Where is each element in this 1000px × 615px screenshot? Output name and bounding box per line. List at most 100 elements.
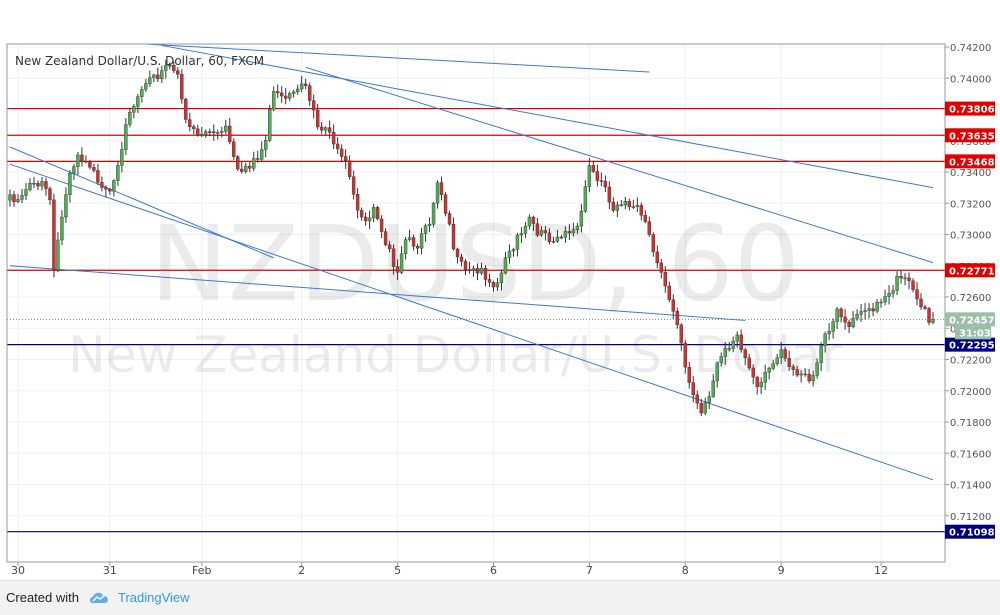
candle-down: [188, 119, 192, 127]
candle-up: [715, 362, 719, 382]
candle-down: [256, 158, 260, 160]
candle-up: [827, 331, 831, 335]
candle-down: [747, 357, 751, 369]
candle-down: [663, 272, 667, 287]
candle-down: [331, 132, 336, 145]
candle-down: [104, 187, 108, 190]
candle-up: [299, 83, 304, 90]
candle-up: [763, 371, 767, 383]
candle-down: [627, 201, 632, 207]
candle-down: [795, 369, 799, 376]
candle-up: [28, 183, 32, 190]
candle-up: [128, 112, 132, 125]
candle-down: [687, 366, 691, 383]
candle-up: [771, 363, 775, 369]
candle-up: [527, 216, 532, 227]
candle-up: [563, 231, 568, 238]
candle-down: [487, 279, 492, 283]
candle-down: [315, 109, 320, 128]
price-tick-label: 0.72000: [950, 387, 991, 398]
candle-up: [152, 74, 156, 78]
candle-up: [423, 225, 428, 234]
candle-up: [367, 217, 372, 222]
candle-up: [160, 70, 164, 80]
price-tick-label: 0.73000: [950, 231, 991, 242]
price-tag-label: 0.73468: [949, 157, 995, 168]
candle-down: [483, 267, 488, 280]
candle-down: [671, 299, 675, 312]
candle-up: [264, 140, 268, 150]
candle-up: [819, 345, 823, 364]
candle-up: [272, 91, 276, 110]
symbol-title: New Zealand Dollar/U.S. Dollar, 60, FXCM: [15, 54, 264, 68]
time-tick-label: 2: [298, 564, 305, 577]
candle-up: [707, 396, 711, 403]
candle-up: [407, 237, 412, 240]
candle-up: [931, 319, 935, 323]
candle-up: [72, 166, 76, 174]
candle-down: [699, 402, 703, 414]
time-axis[interactable]: 30 31 Feb 2 5 6 7 8 9 12: [11, 562, 888, 577]
price-tick-label: 0.71400: [950, 481, 991, 492]
candle-up: [735, 334, 739, 342]
candle-down: [559, 236, 564, 239]
candle-up: [60, 216, 64, 241]
candle-down: [212, 131, 216, 133]
candle-up: [623, 201, 628, 206]
trendline: [9, 163, 934, 481]
time-tick-label: 8: [682, 564, 689, 577]
candle-up: [507, 250, 512, 258]
price-tags: 0.73806 0.73635 0.73468 0.72771 0.72295 0.710…: [945, 101, 995, 539]
candle-down: [695, 394, 699, 404]
candle-up: [76, 154, 80, 167]
candle-up: [815, 362, 819, 376]
time-tick-label: 7: [586, 564, 593, 577]
candle-up: [291, 91, 296, 94]
trendlines: [9, 43, 934, 481]
candle-up: [244, 165, 248, 172]
candle-down: [919, 298, 923, 308]
candle-up: [148, 77, 152, 84]
candle-up: [200, 133, 204, 136]
candle-up: [867, 308, 871, 311]
candle-up: [295, 88, 300, 93]
tradingview-cloud-icon[interactable]: [88, 589, 112, 605]
candle-down: [847, 321, 851, 327]
candle-up: [723, 348, 727, 357]
candle-down: [327, 127, 332, 133]
watermark-symbol: NZDUSD, 60: [150, 203, 800, 325]
candle-up: [515, 234, 520, 250]
price-tick-label: 0.73400: [950, 168, 991, 179]
candle-down: [595, 171, 600, 181]
candle-down: [108, 189, 112, 192]
candle-down: [172, 64, 176, 71]
candle-up: [835, 308, 839, 322]
candle-up: [68, 173, 72, 195]
footer-bar: Created with TradingView: [0, 580, 1000, 615]
candle-up: [371, 207, 376, 219]
candle-down: [467, 269, 472, 271]
candle-down: [232, 141, 236, 157]
price-tick-label: 0.71200: [950, 512, 991, 523]
candle-down: [100, 182, 104, 188]
candle-down: [599, 180, 604, 182]
candle-down: [411, 237, 416, 247]
price-tag-box: [945, 263, 995, 278]
candle-down: [923, 306, 927, 309]
candle-up: [499, 272, 504, 283]
candle-down: [88, 161, 92, 168]
candle-down: [655, 251, 660, 264]
candle-up: [64, 194, 68, 218]
candle-down: [607, 186, 612, 203]
tradingview-link[interactable]: TradingView: [118, 590, 190, 605]
candle-up: [136, 96, 140, 107]
candle-up: [615, 204, 620, 211]
candle-down: [12, 194, 16, 203]
candle-down: [311, 100, 316, 111]
candle-up: [571, 229, 576, 234]
candle-up: [511, 249, 516, 252]
candle-down: [451, 223, 456, 250]
candle-down: [280, 92, 284, 97]
candle-up: [903, 277, 907, 280]
